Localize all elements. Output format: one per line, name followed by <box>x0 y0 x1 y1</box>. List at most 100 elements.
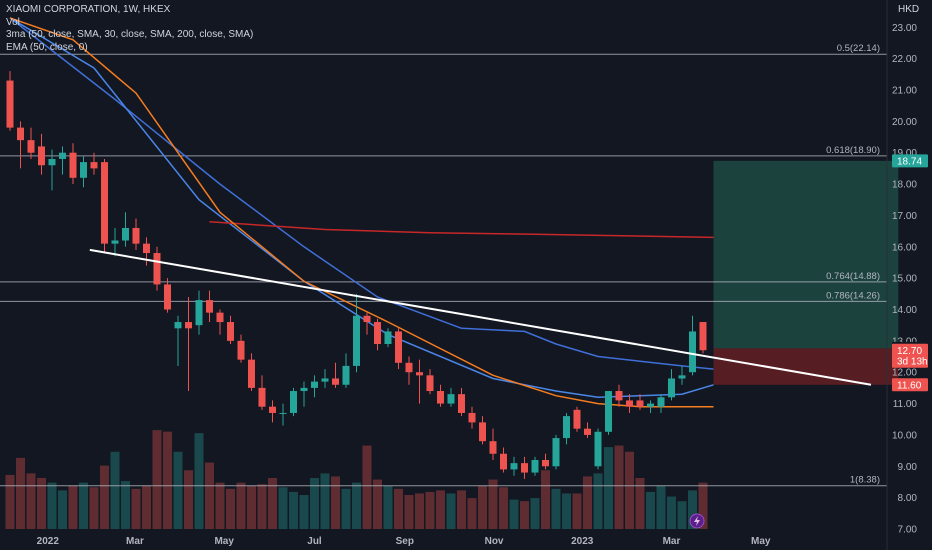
alert-icon[interactable] <box>689 513 705 529</box>
y-tick-label: 9.00 <box>898 462 918 473</box>
volume-bar <box>457 490 466 529</box>
ma-line[interactable] <box>209 220 714 239</box>
candle-body <box>563 416 570 439</box>
candle <box>332 362 339 388</box>
stop-zone[interactable] <box>713 348 899 385</box>
symbol-title[interactable]: XIAOMI CORPORATION, 1W, HKEX <box>6 4 171 15</box>
volume-bar <box>215 482 225 529</box>
candle <box>269 400 276 423</box>
y-tick-label: 21.00 <box>892 85 917 96</box>
y-tick-label: 11.00 <box>893 399 918 410</box>
candle <box>38 133 45 175</box>
volume-bar <box>341 488 351 529</box>
fib-label: 0.618(18.90) <box>826 145 880 156</box>
candle <box>132 218 140 250</box>
price-tag-bg <box>892 343 928 357</box>
fib-label: 0.5(22.14) <box>837 43 880 54</box>
volume-legend[interactable]: Vol <box>6 16 20 28</box>
y-tick-label: 19.00 <box>892 148 917 159</box>
candle <box>206 290 213 323</box>
volume-bar <box>572 493 582 529</box>
ema-legend[interactable]: EMA (50, close, 0) <box>6 41 88 53</box>
candle-body <box>321 378 329 382</box>
volume-bar <box>467 498 477 529</box>
x-tick-label: Mar <box>126 536 144 547</box>
candle-body <box>416 372 423 376</box>
volume-bar <box>184 470 193 529</box>
volume-bar <box>488 479 498 529</box>
price-tag-bg <box>892 154 928 168</box>
candle <box>174 315 182 366</box>
candle-body <box>615 391 623 401</box>
candle-body <box>17 127 24 141</box>
candle-body <box>132 227 140 244</box>
volume-bar <box>373 479 382 529</box>
candle-body <box>489 441 497 454</box>
price-axis[interactable]: 23.00 22.00 21.00 20.00 19.00 18.00 17.00 16.00… <box>892 23 917 536</box>
target-zone[interactable] <box>713 160 899 349</box>
y-tick-label: 14.00 <box>892 305 917 316</box>
volume-bar <box>352 482 361 529</box>
candle-body <box>80 162 87 178</box>
candle <box>69 143 77 185</box>
candle-body <box>531 460 539 473</box>
volume-bar <box>625 451 634 529</box>
ma-legend[interactable]: 3ma (50, close, SMA, 30, close, SMA, 200… <box>6 29 254 40</box>
candle-body <box>59 152 66 159</box>
candle-body <box>300 387 308 392</box>
y-tick-label: 8.00 <box>898 493 918 504</box>
candle-body <box>626 400 633 407</box>
candle-body <box>38 146 45 166</box>
candle <box>311 375 318 398</box>
trendline[interactable] <box>89 248 872 386</box>
candle <box>111 227 119 257</box>
candle <box>216 309 224 335</box>
candle-body <box>279 412 287 414</box>
volume-bar <box>520 501 529 529</box>
ma-line[interactable] <box>9 17 714 370</box>
volume-bar <box>278 487 288 529</box>
x-tick-label: 2023 <box>571 536 594 547</box>
x-tick-label: 2022 <box>37 536 60 547</box>
fib-label: 0.764(14.88) <box>826 271 880 282</box>
time-axis[interactable]: 2022 Mar May Jul Sep Nov 2023 Mar May <box>37 536 771 547</box>
candle <box>510 456 518 476</box>
candle <box>80 155 87 188</box>
candle-body <box>468 412 476 423</box>
trendline-line[interactable] <box>89 248 872 386</box>
candle-body <box>405 362 413 373</box>
y-tick-label: 22.00 <box>892 54 917 65</box>
position-zones <box>713 160 899 385</box>
price-tag: 11.60 <box>892 378 928 392</box>
price-tag-text: 3d 13h <box>897 357 928 368</box>
candle-body <box>636 400 644 407</box>
candle <box>573 406 581 432</box>
candle <box>678 365 686 385</box>
candle-body <box>90 162 98 169</box>
volume-bar <box>289 491 298 529</box>
volume-bar <box>583 476 592 529</box>
candle-body <box>206 300 213 313</box>
candle <box>699 322 707 354</box>
candle-body <box>195 300 203 326</box>
candle <box>689 315 696 376</box>
y-tick-label: 13.00 <box>892 336 917 347</box>
candle-body <box>69 152 77 178</box>
volume-bar <box>152 430 162 529</box>
candle-body <box>353 315 360 366</box>
volume-bar <box>667 496 676 529</box>
candle-body <box>363 315 371 323</box>
candle <box>468 406 476 429</box>
candle-body <box>426 375 434 392</box>
candle-body <box>216 312 224 323</box>
ma-line[interactable] <box>9 17 714 399</box>
volume-bar <box>68 485 78 529</box>
y-tick-label: 15.00 <box>892 274 917 285</box>
price-tag-text: 18.74 <box>897 156 922 167</box>
volume-bar <box>614 445 624 529</box>
volume-bar <box>446 493 456 529</box>
candle <box>185 296 192 392</box>
y-tick-label: 16.00 <box>892 242 917 253</box>
candle <box>353 293 360 373</box>
